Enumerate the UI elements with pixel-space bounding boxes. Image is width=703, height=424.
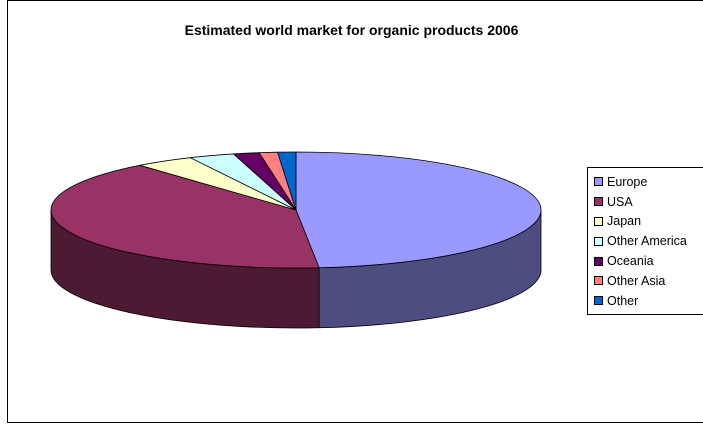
pie-slice-europe xyxy=(295,151,542,269)
legend-item-usa: USA xyxy=(588,192,703,212)
legend-item-europe: Europe xyxy=(588,172,703,192)
legend-label-oceania: Oceania xyxy=(607,254,654,269)
legend-swatch-europe xyxy=(594,177,603,187)
pie-top-faces xyxy=(50,151,542,269)
chart-title: Estimated world market for organic produ… xyxy=(184,22,519,38)
legend-item-japan: Japan xyxy=(588,212,703,232)
legend-swatch-usa xyxy=(594,197,603,207)
legend-label-europe: Europe xyxy=(607,174,648,189)
pie-slice-usa xyxy=(50,164,320,269)
legend-swatch-japan xyxy=(594,216,603,226)
legend-swatch-other xyxy=(594,296,603,306)
legend-swatch-other-america xyxy=(594,236,603,246)
legend-item-oceania: Oceania xyxy=(588,251,703,271)
legend-label-other-america: Other America xyxy=(607,234,687,249)
legend-item-other-america: Other America xyxy=(588,231,703,251)
pie-slice-other xyxy=(277,151,297,211)
legend-label-other: Other xyxy=(607,293,639,308)
legend-item-other: Other xyxy=(588,291,703,311)
legend-label-usa: USA xyxy=(607,194,633,209)
legend-label-japan: Japan xyxy=(607,214,642,229)
legend-item-other-asia: Other Asia xyxy=(588,271,703,291)
legend-label-other-asia: Other Asia xyxy=(607,273,666,288)
legend: Europe USA Japan Other America Oceania Other … xyxy=(587,167,703,315)
legend-items: Europe USA Japan Other America Oceania Other … xyxy=(588,172,703,311)
legend-swatch-other-asia xyxy=(594,276,603,286)
legend-swatch-oceania xyxy=(594,256,603,266)
